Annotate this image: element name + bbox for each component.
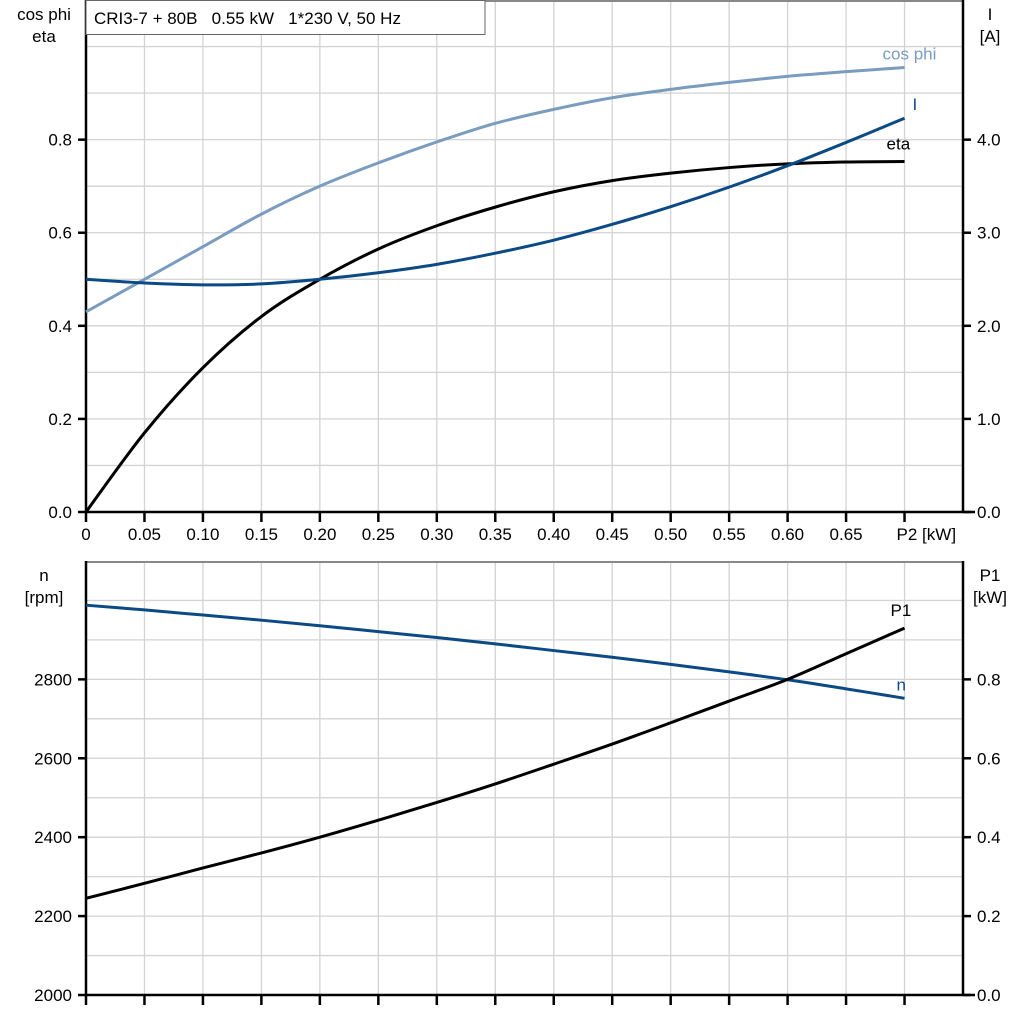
y-left-axis-label: cos phi bbox=[17, 5, 71, 24]
x-tick-label: 0.55 bbox=[713, 525, 746, 544]
x-axis-label: P2 [kW] bbox=[897, 525, 957, 544]
series-label-cos-phi: cos phi bbox=[883, 44, 937, 63]
series-line-cos-phi bbox=[85, 65, 905, 314]
y-right-axis-label: P1 bbox=[980, 566, 1001, 585]
y-left-axis-label: eta bbox=[32, 27, 56, 46]
y-right-axis-label: I bbox=[988, 5, 993, 24]
y-right-tick-label: 0.2 bbox=[977, 907, 1001, 926]
x-tick-label: 0.05 bbox=[128, 525, 161, 544]
y-left-tick-label: 2000 bbox=[34, 986, 72, 1005]
x-tick-label: 0.65 bbox=[830, 525, 863, 544]
y-right-tick-label: 4.0 bbox=[977, 131, 1001, 150]
x-tick-label: 0 bbox=[81, 525, 90, 544]
series-label-p1: P1 bbox=[891, 601, 912, 620]
x-tick-label: 0.40 bbox=[537, 525, 570, 544]
y-left-tick-label: 0.6 bbox=[48, 224, 72, 243]
y-right-tick-label: 0.4 bbox=[977, 828, 1001, 847]
series-label-i: I bbox=[913, 95, 918, 114]
y-right-tick-label: 0.0 bbox=[977, 503, 1001, 522]
x-tick-label: 0.50 bbox=[654, 525, 687, 544]
x-tick-label: 0.30 bbox=[420, 525, 453, 544]
y-left-tick-label: 2600 bbox=[34, 749, 72, 768]
series-line-i bbox=[85, 116, 906, 287]
x-tick-label: 0.20 bbox=[303, 525, 336, 544]
y-right-tick-label: 0.8 bbox=[977, 670, 1001, 689]
y-left-tick-label: 0.2 bbox=[48, 410, 72, 429]
x-tick-label: 0.25 bbox=[362, 525, 395, 544]
y-left-axis-label: [rpm] bbox=[25, 588, 64, 607]
y-right-axis-label: [A] bbox=[980, 27, 1001, 46]
x-tick-label: 0.15 bbox=[245, 525, 278, 544]
y-left-tick-label: 0.4 bbox=[48, 317, 72, 336]
x-tick-label: 0.10 bbox=[186, 525, 219, 544]
x-tick-label: 0.60 bbox=[771, 525, 804, 544]
y-left-tick-label: 2400 bbox=[34, 828, 72, 847]
y-left-axis-label: n bbox=[39, 566, 48, 585]
series-label-eta: eta bbox=[887, 135, 911, 154]
series-line-eta bbox=[84, 160, 905, 513]
title-box bbox=[85, 0, 486, 35]
chart-title: CRI3-7 + 80B 0.55 kW 1*230 V, 50 Hz bbox=[94, 9, 401, 28]
y-left-tick-label: 0.0 bbox=[48, 503, 72, 522]
y-right-tick-label: 0.6 bbox=[977, 749, 1001, 768]
series-line-n bbox=[85, 603, 905, 700]
y-right-tick-label: 3.0 bbox=[977, 224, 1001, 243]
y-right-tick-label: 2.0 bbox=[977, 317, 1001, 336]
y-right-tick-label: 1.0 bbox=[977, 410, 1001, 429]
series-line-p1 bbox=[85, 626, 906, 900]
y-left-tick-label: 2200 bbox=[34, 907, 72, 926]
y-right-tick-label: 0.0 bbox=[977, 986, 1001, 1005]
y-left-tick-label: 0.8 bbox=[48, 131, 72, 150]
series-label-n: n bbox=[897, 675, 906, 694]
x-tick-label: 0.35 bbox=[479, 525, 512, 544]
y-left-tick-label: 2800 bbox=[34, 670, 72, 689]
y-right-axis-label: [kW] bbox=[973, 588, 1007, 607]
x-tick-label: 0.45 bbox=[596, 525, 629, 544]
